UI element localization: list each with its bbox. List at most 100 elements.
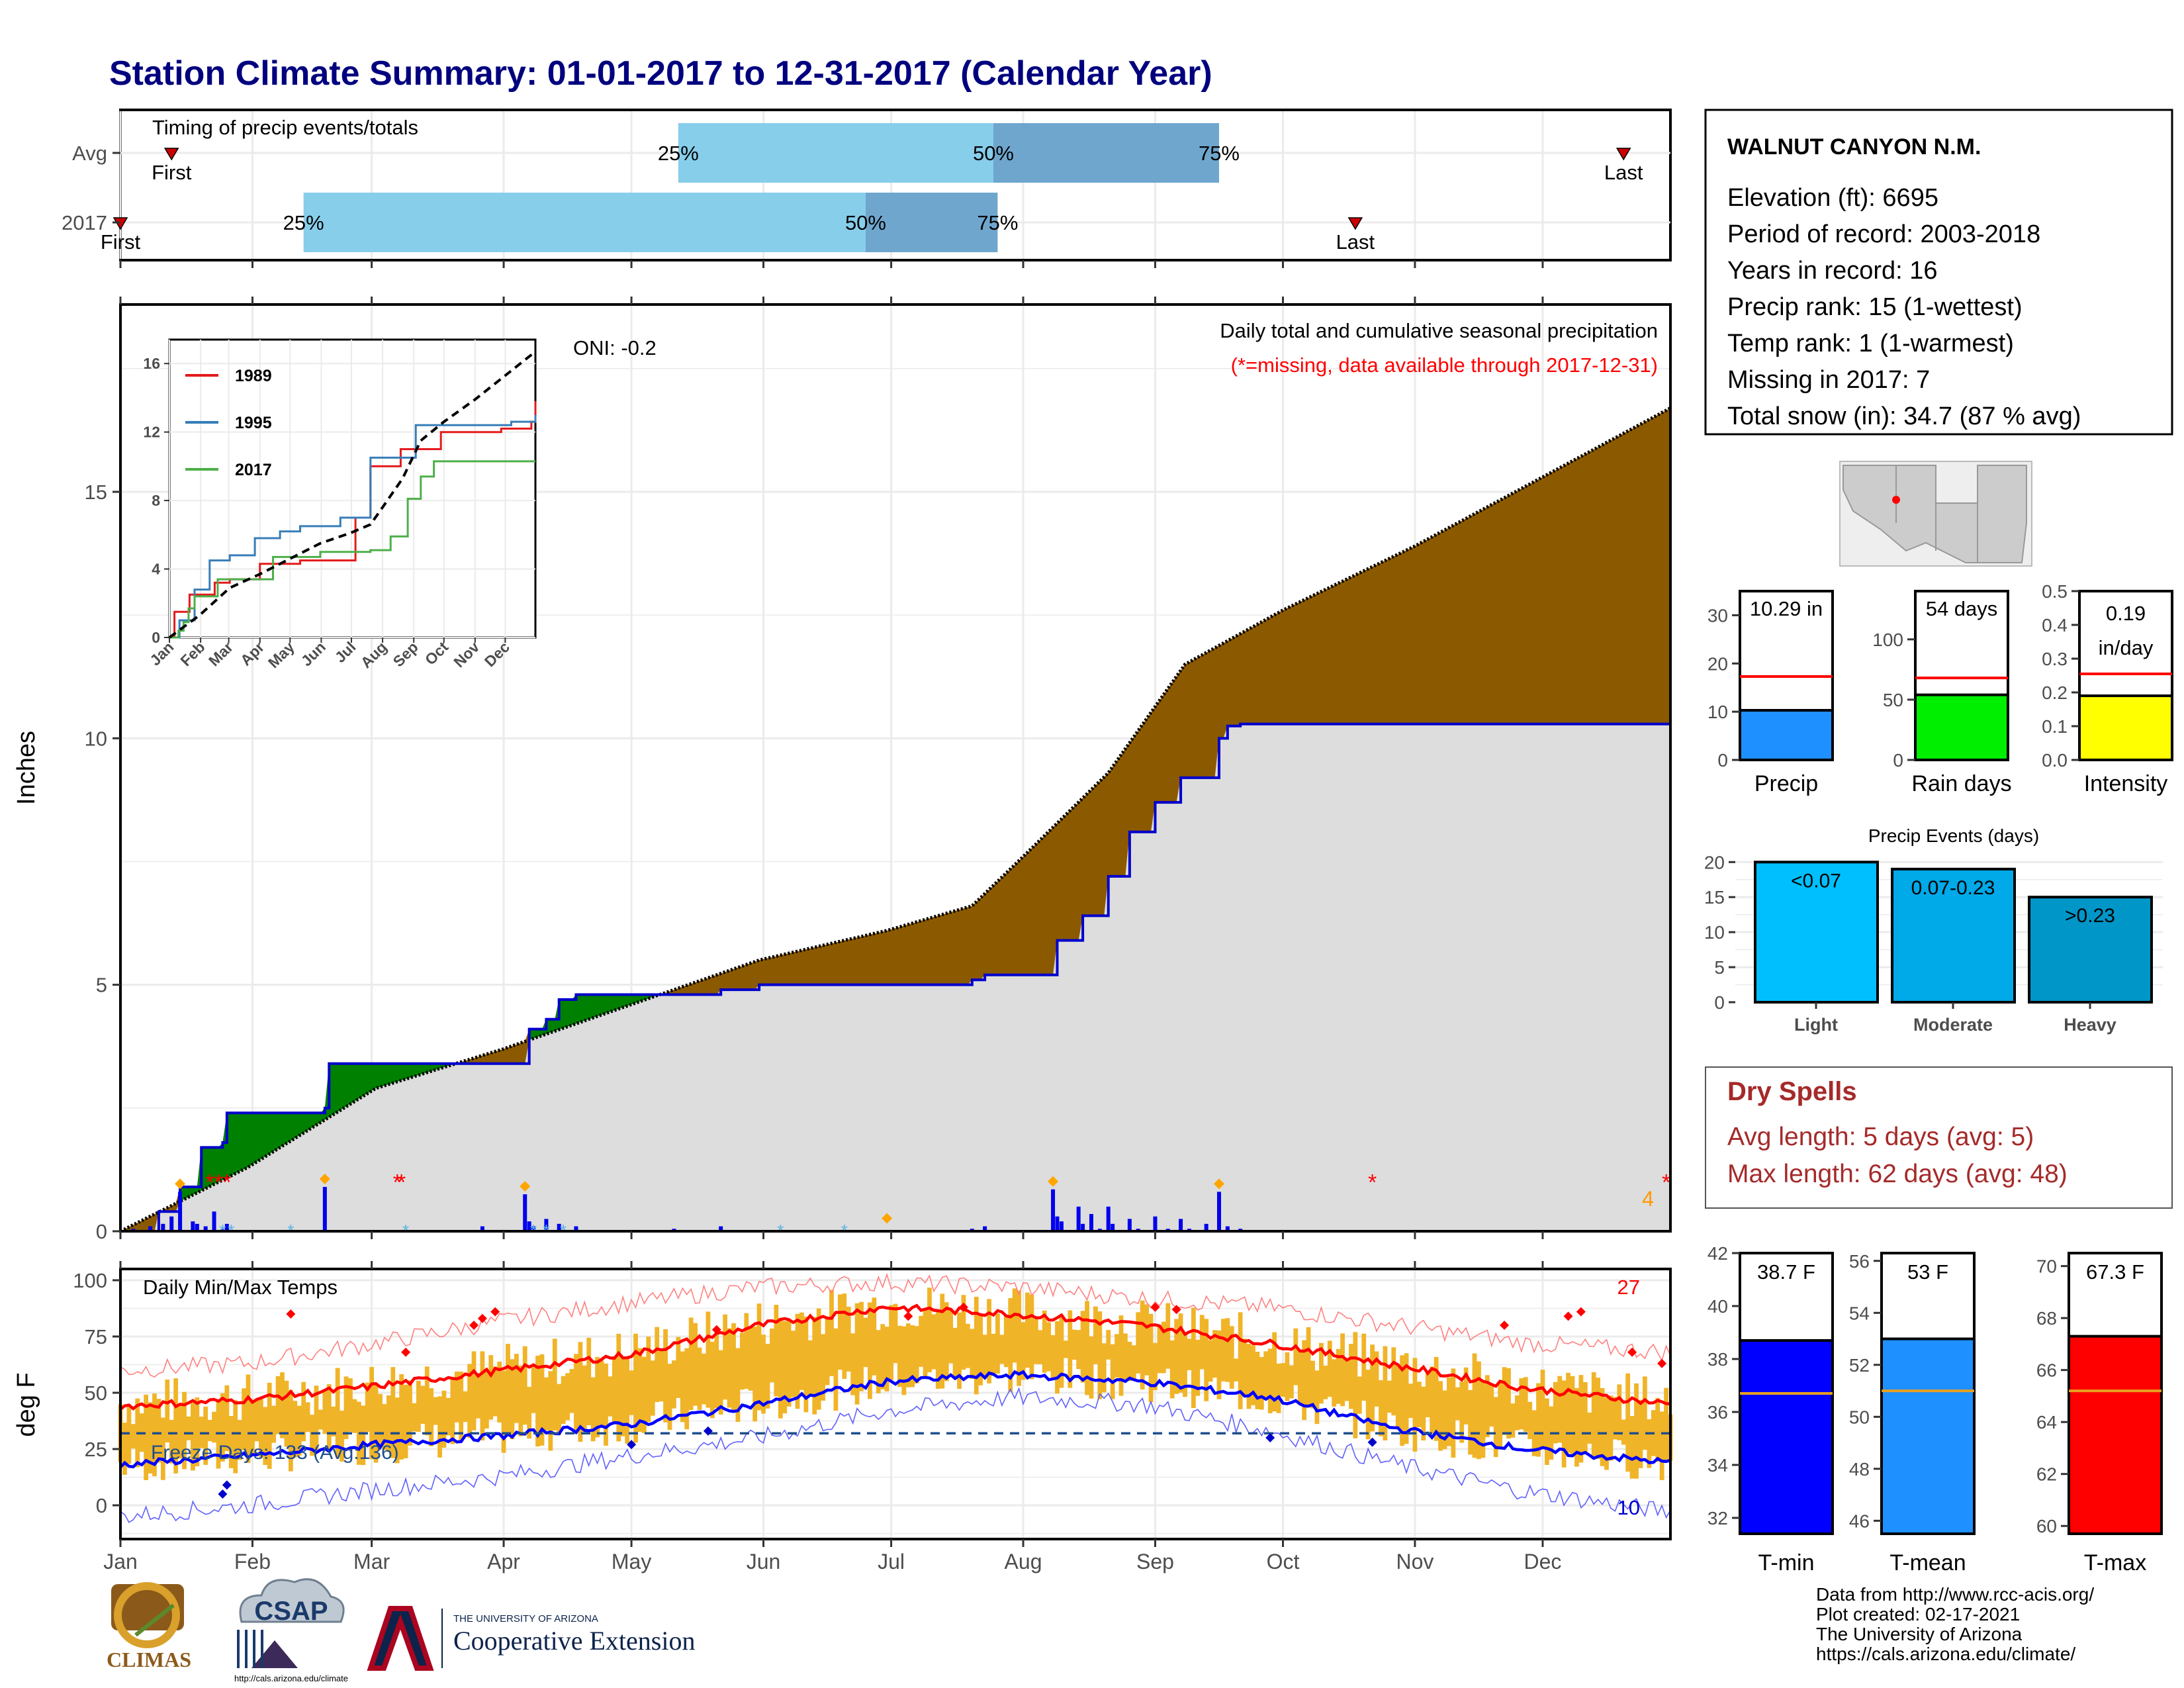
daily-temp-bar xyxy=(237,1419,242,1460)
daily-temp-bar xyxy=(169,1419,174,1464)
daily-temp-bar xyxy=(940,1293,945,1389)
daily-temp-bar xyxy=(1033,1319,1038,1364)
summary-y-tick-label: 0.2 xyxy=(2042,682,2068,703)
summary-y-tick-label: 50 xyxy=(1883,690,1903,710)
csap-mountain xyxy=(251,1640,298,1668)
inset-legend-label: 1989 xyxy=(235,367,272,385)
daily-temp-bar xyxy=(446,1397,451,1436)
daily-temp-bar xyxy=(731,1323,736,1413)
daily-temp-bar xyxy=(340,1411,344,1462)
temp-y-tick-label: 50 xyxy=(85,1382,107,1405)
daily-precip-bar xyxy=(983,1226,987,1231)
daily-temp-bar xyxy=(1353,1332,1358,1438)
daily-temp-bar xyxy=(748,1327,753,1391)
missing-day-marker: * xyxy=(1662,1170,1670,1196)
daily-temp-bar xyxy=(867,1302,872,1399)
precip-events-chart: Precip Events (days) <0.07 Light 0.07-0.23… xyxy=(1704,825,2163,1035)
temp-y-tick-label: 0 xyxy=(96,1494,107,1517)
quartile-label: 75% xyxy=(977,211,1018,234)
daily-precip-bar xyxy=(1179,1219,1183,1231)
daily-temp-bar xyxy=(1144,1304,1150,1376)
daily-temp-bar xyxy=(552,1338,557,1430)
daily-temp-bar xyxy=(901,1326,907,1395)
summary-value-label: 10.29 in xyxy=(1750,597,1823,620)
precip-events-plot: <0.07 Light 0.07-0.23 Moderate >0.23 Heavy 0 5 1… xyxy=(1704,852,2163,1035)
month-tick-label: Aug xyxy=(1005,1550,1042,1573)
daily-temp-bar xyxy=(659,1350,664,1402)
daily-temp-bar xyxy=(1634,1383,1639,1479)
record-high-marker xyxy=(1657,1358,1667,1368)
daily-temp-bar xyxy=(923,1309,928,1379)
deficit-fill xyxy=(120,1211,159,1231)
daily-temp-bar xyxy=(970,1329,975,1380)
hot-days-count: 27 xyxy=(1617,1276,1640,1299)
daily-temp-bar xyxy=(1068,1310,1073,1388)
daily-temp-bar xyxy=(595,1356,600,1438)
average-tmin-line xyxy=(119,1370,1671,1469)
daily-temp-bar xyxy=(961,1295,966,1370)
daily-temp-bar xyxy=(424,1366,430,1436)
daily-temp-bar xyxy=(1344,1359,1349,1401)
daily-temp-bar xyxy=(1267,1348,1273,1413)
precip-y-axis: 0 5 10 15 xyxy=(85,297,1544,1243)
daily-precip-bar xyxy=(322,1186,327,1231)
inset-average-line xyxy=(168,350,537,639)
record-high-marker xyxy=(1576,1307,1586,1317)
daily-temp-bar xyxy=(1370,1344,1375,1432)
daily-temp-bar xyxy=(1021,1322,1026,1380)
daily-temp-bar xyxy=(1387,1380,1392,1413)
inset-line-1989 xyxy=(169,401,537,639)
month-tick-label: Jan xyxy=(103,1550,138,1573)
daily-temp-bar xyxy=(914,1326,919,1383)
daily-temp-bar xyxy=(1046,1322,1052,1372)
daily-temp-bar xyxy=(829,1289,834,1376)
daily-precip-bar xyxy=(527,1221,531,1231)
inset-y-tick-label: 4 xyxy=(152,561,160,578)
daily-temp-bar xyxy=(156,1399,161,1463)
quartile-label: 50% xyxy=(845,211,886,234)
record-high-marker xyxy=(903,1311,913,1321)
last-event-marker xyxy=(1615,148,1631,161)
month-tick-label: Jul xyxy=(878,1550,905,1573)
daily-temp-bar xyxy=(761,1335,766,1414)
daily-temp-bar xyxy=(833,1328,839,1411)
temp-bar-y-tick-label: 60 xyxy=(2036,1516,2057,1536)
daily-temp-bar xyxy=(361,1405,366,1466)
station-detail-line: Period of record: 2003-2018 xyxy=(1727,220,2040,248)
daily-temp-bar xyxy=(130,1424,136,1449)
timing-row-label: Avg xyxy=(72,142,107,165)
temp-bar-y-tick-label: 36 xyxy=(1707,1402,1728,1423)
daily-temp-bar xyxy=(791,1331,796,1397)
daily-temp-bar xyxy=(1493,1397,1498,1458)
daily-temp-bar xyxy=(1302,1340,1307,1421)
daily-temp-bar xyxy=(352,1399,357,1433)
daily-temp-bar xyxy=(586,1337,592,1426)
daily-temp-bar xyxy=(782,1321,788,1414)
daily-temp-bar xyxy=(1123,1333,1128,1382)
footer-line: Plot created: 02-17-2021 xyxy=(1816,1604,2020,1624)
summary-bar-label: Precip xyxy=(1754,771,1818,796)
daily-temp-bar xyxy=(1430,1366,1435,1434)
daily-temp-bar xyxy=(1012,1288,1017,1363)
daily-temp-bar xyxy=(548,1371,553,1451)
daily-temp-bar xyxy=(795,1313,800,1409)
daily-temp-bar xyxy=(1416,1382,1422,1428)
daily-temp-bar xyxy=(441,1390,447,1448)
daily-temp-bar xyxy=(322,1391,328,1434)
daily-temp-bar xyxy=(1608,1395,1614,1461)
daily-temp-bar xyxy=(735,1348,741,1423)
daily-temp-bar xyxy=(604,1363,608,1446)
daily-temp-bar xyxy=(1017,1290,1021,1386)
daily-temp-bar xyxy=(501,1370,506,1453)
daily-precip-bar xyxy=(212,1211,216,1231)
daily-temp-bar xyxy=(122,1423,127,1476)
record-high-marker xyxy=(490,1307,500,1317)
month-tick-label: Nov xyxy=(1396,1550,1434,1573)
daily-temp-bar xyxy=(1293,1328,1298,1385)
surplus-fill xyxy=(529,994,662,1041)
daily-temp-bar xyxy=(1587,1412,1592,1444)
daily-temp-bar xyxy=(416,1380,421,1432)
daily-temp-bar xyxy=(1361,1333,1367,1401)
daily-temp-bar xyxy=(1140,1300,1145,1390)
quartile-bar-50-75 xyxy=(865,193,998,252)
